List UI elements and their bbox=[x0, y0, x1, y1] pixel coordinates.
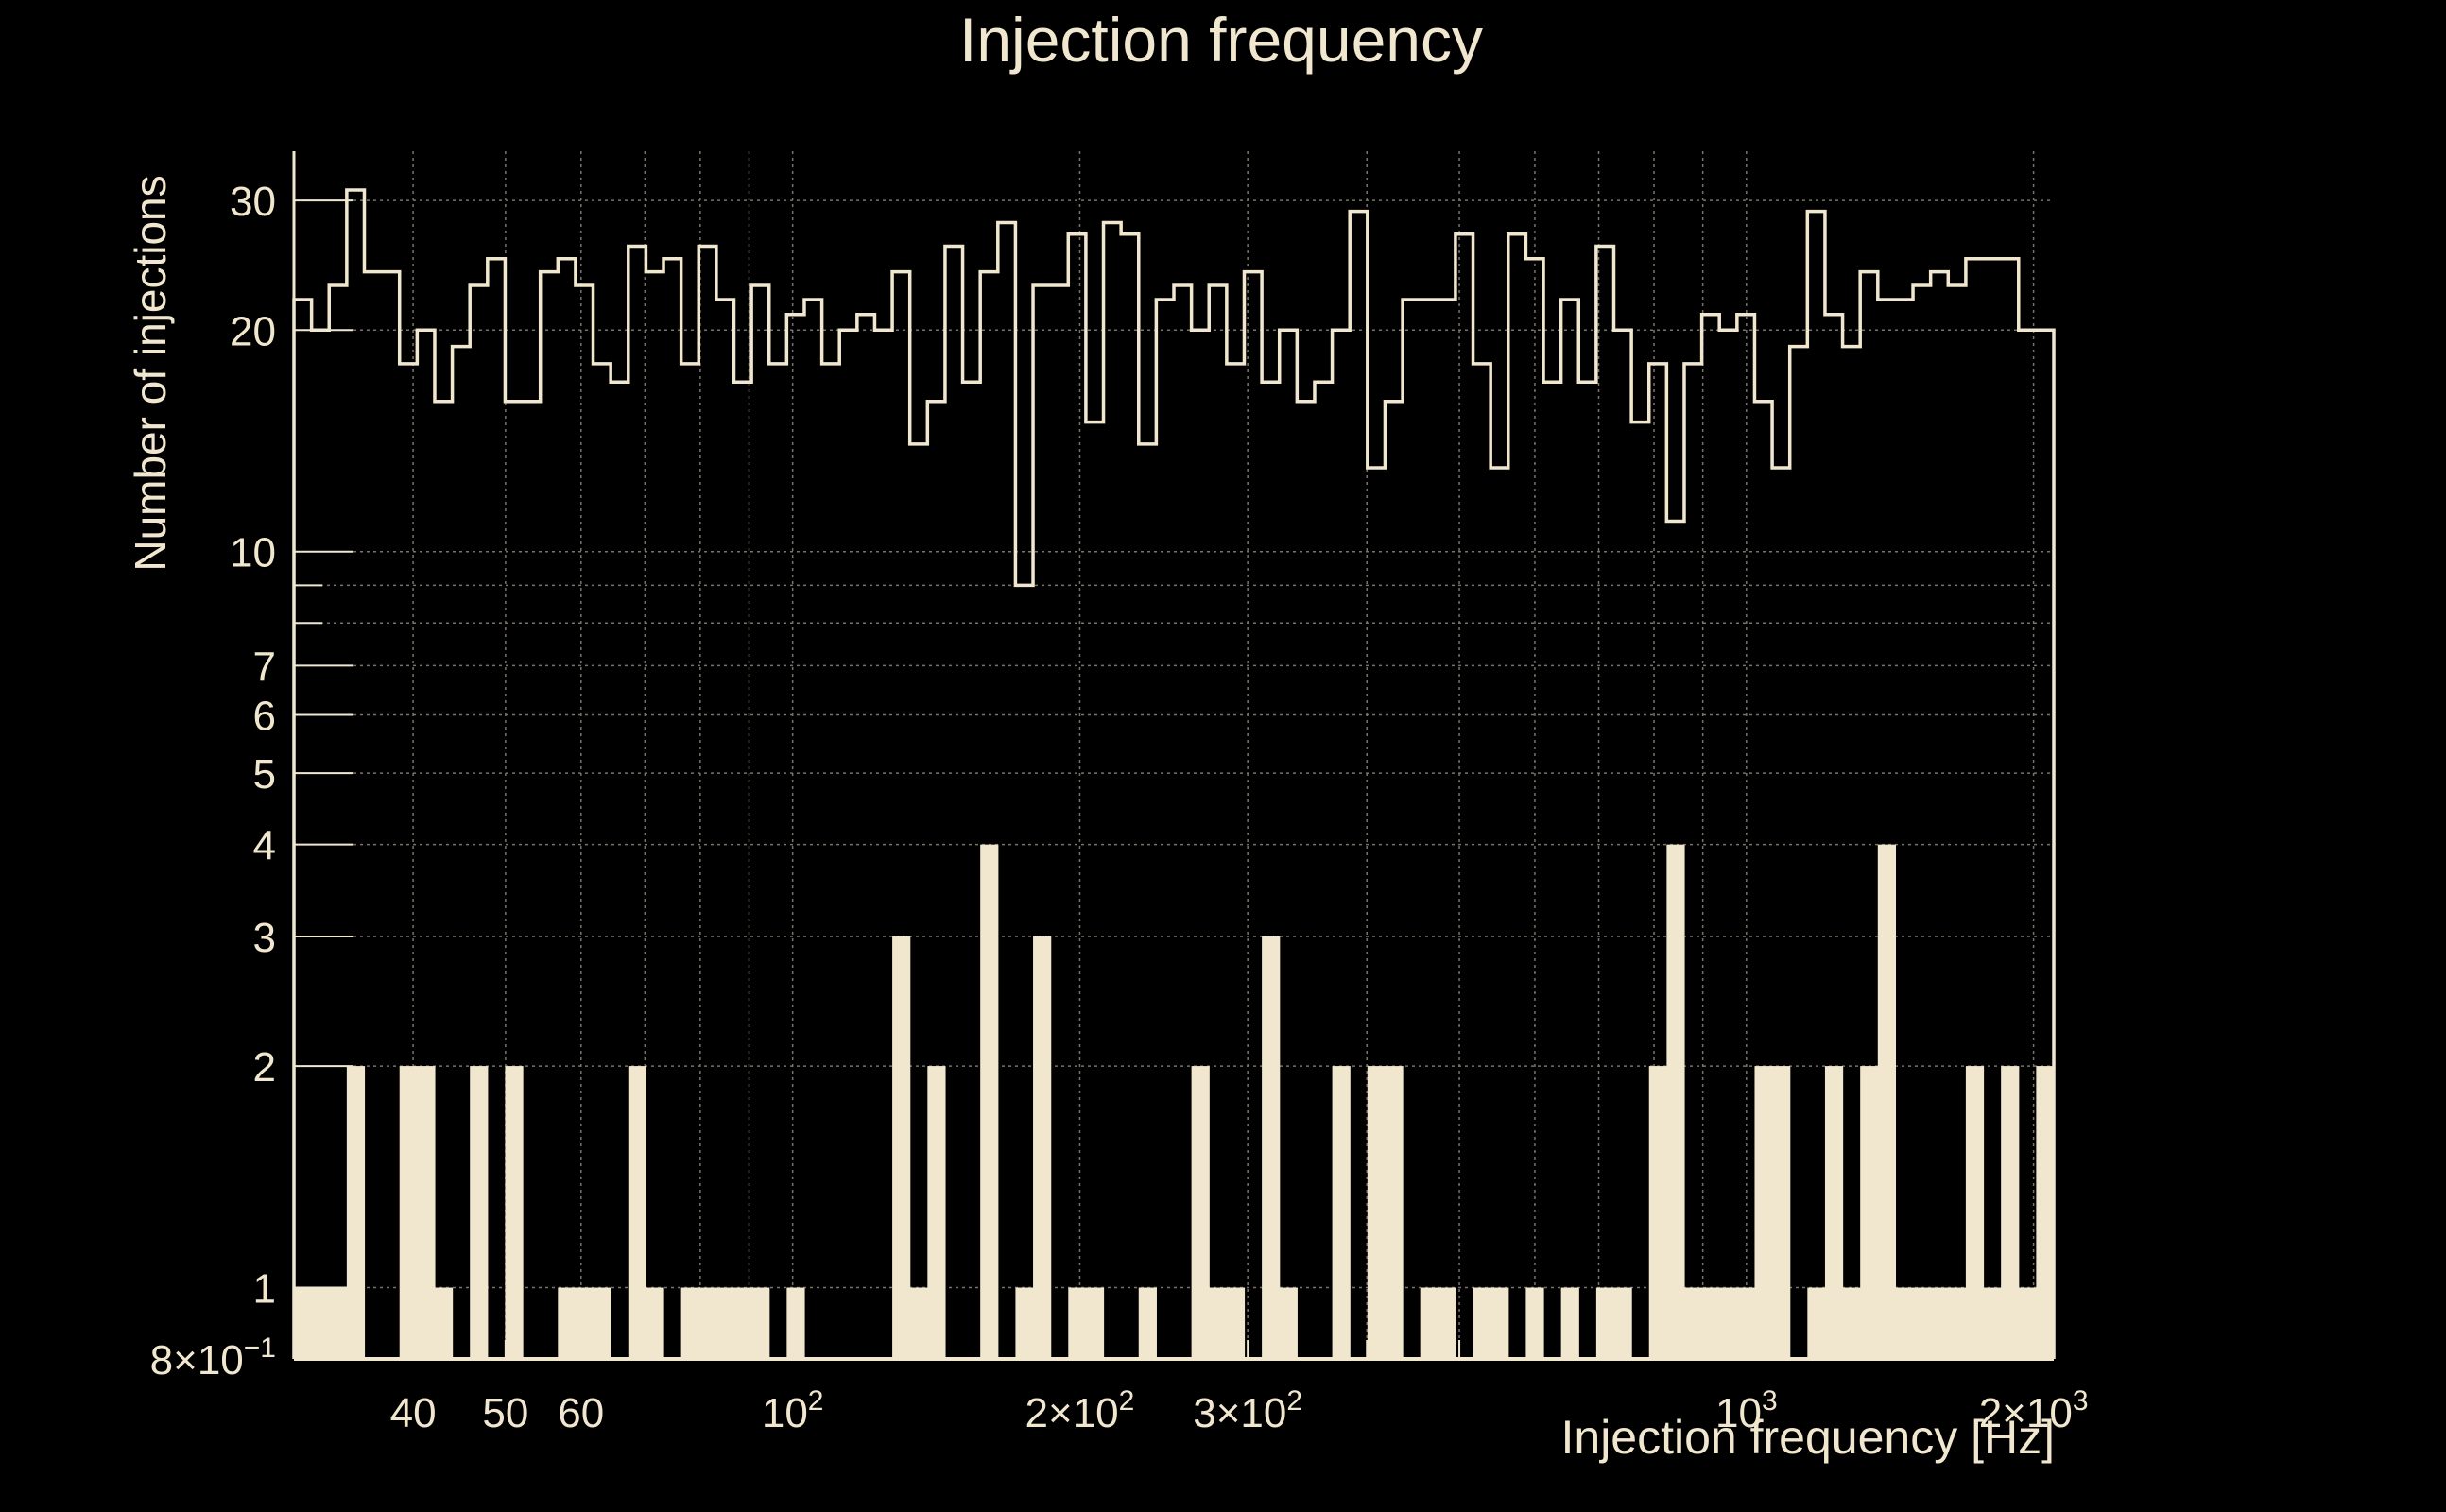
histogram-bar bbox=[892, 936, 911, 1359]
x-tick-label: 3×102 bbox=[1193, 1385, 1302, 1436]
selected-injections-bars bbox=[294, 844, 2055, 1359]
histogram-bar bbox=[1824, 1066, 1844, 1359]
y-tick-label: 20 bbox=[230, 308, 276, 354]
histogram-bar bbox=[2036, 1066, 2055, 1359]
histogram-bar bbox=[417, 1066, 436, 1359]
y-tick-label: 1 bbox=[253, 1266, 276, 1313]
histogram-bar bbox=[294, 1287, 313, 1359]
histogram-bar bbox=[1438, 1287, 1456, 1359]
histogram-bar bbox=[311, 1287, 330, 1359]
histogram-bar bbox=[1473, 1287, 1491, 1359]
histogram-bar bbox=[1613, 1287, 1632, 1359]
x-tick-label: 60 bbox=[558, 1390, 604, 1436]
grid-lines bbox=[294, 151, 2054, 1360]
x-axis-label: Injection frequency [Hz] bbox=[1561, 1411, 2056, 1464]
histogram-bar bbox=[1860, 1066, 1879, 1359]
histogram-bar bbox=[505, 1066, 524, 1359]
y-tick-label: 6 bbox=[253, 693, 276, 739]
histogram-bar bbox=[1420, 1287, 1438, 1359]
y-tick-label: 8×10−1 bbox=[150, 1332, 276, 1383]
y-tick-label: 4 bbox=[253, 823, 276, 869]
y-tick-label: 7 bbox=[253, 644, 276, 690]
x-tick-label: 50 bbox=[482, 1390, 528, 1436]
x-tick-label: 103 bbox=[1715, 1385, 1778, 1436]
histogram-bar bbox=[628, 1066, 646, 1359]
histogram-bar bbox=[1683, 1287, 1703, 1359]
x-tick-label: 102 bbox=[762, 1385, 824, 1436]
y-axis-label: Number of injections bbox=[126, 175, 175, 571]
histogram-bar bbox=[909, 1287, 928, 1359]
histogram-bar bbox=[1719, 1287, 1738, 1359]
histogram-bar bbox=[346, 1066, 366, 1359]
histogram-bar bbox=[1068, 1287, 1087, 1359]
histogram-bar bbox=[593, 1287, 612, 1359]
histogram-bar bbox=[751, 1287, 770, 1359]
histogram-bar bbox=[2001, 1066, 2020, 1359]
histogram-bar bbox=[1913, 1287, 1932, 1359]
histogram-bar bbox=[1367, 1066, 1387, 1359]
histogram-bar bbox=[733, 1287, 752, 1359]
histogram-bar bbox=[1648, 1066, 1667, 1359]
tick-labels: 40 50 60 102 2×102 3×102 103 2×103 8×10−1 1 2 3 4 5 67… bbox=[150, 179, 2089, 1436]
histogram-bar bbox=[1877, 844, 1897, 1359]
histogram-bar bbox=[680, 1287, 699, 1359]
axes bbox=[292, 151, 2054, 1361]
x-tick-label: 2×103 bbox=[1979, 1385, 2089, 1436]
histogram-bar bbox=[1772, 1066, 1791, 1359]
histogram-bar bbox=[1701, 1287, 1720, 1359]
all-injections-step-line bbox=[292, 188, 2056, 1359]
histogram-bar bbox=[698, 1287, 717, 1359]
histogram-bar bbox=[786, 1287, 805, 1359]
histogram-bar bbox=[646, 1287, 664, 1359]
histogram-bar bbox=[1209, 1287, 1228, 1359]
histogram-bar bbox=[1262, 936, 1281, 1359]
histogram-bar bbox=[1191, 1066, 1210, 1359]
y-tick-label: 10 bbox=[230, 530, 276, 576]
histogram-bar bbox=[1895, 1287, 1914, 1359]
histogram-bar bbox=[575, 1287, 594, 1359]
histogram-bar bbox=[329, 1287, 348, 1359]
histogram-bar bbox=[1490, 1287, 1509, 1359]
histogram-bar bbox=[1525, 1287, 1544, 1359]
histogram-bar bbox=[1983, 1287, 2002, 1359]
histogram-bar bbox=[399, 1066, 418, 1359]
histogram-bar bbox=[1807, 1287, 1826, 1359]
y-tick-label: 5 bbox=[253, 751, 276, 798]
histogram-bar bbox=[1332, 1066, 1351, 1359]
histogram-bar bbox=[1736, 1287, 1756, 1359]
histogram-bar bbox=[1138, 1287, 1157, 1359]
histogram-bar bbox=[1842, 1287, 1861, 1359]
histogram-bar bbox=[1226, 1287, 1246, 1359]
histogram-bar bbox=[1666, 844, 1685, 1359]
x-tick-label: 40 bbox=[390, 1390, 437, 1436]
x-tick-label: 2×102 bbox=[1025, 1385, 1135, 1436]
histogram-bar bbox=[1385, 1066, 1404, 1359]
y-tick-label: 2 bbox=[253, 1044, 276, 1091]
chart-title: Injection frequency bbox=[959, 5, 1483, 75]
histogram-bar bbox=[434, 1287, 454, 1359]
histogram-bar bbox=[470, 1066, 489, 1359]
step-line bbox=[292, 188, 2056, 1359]
histogram-bar bbox=[1965, 1066, 1985, 1359]
histogram-bar bbox=[1279, 1287, 1298, 1359]
histogram-bar bbox=[1754, 1066, 1773, 1359]
y-tick-label: 3 bbox=[253, 915, 276, 961]
y-tick-label: 30 bbox=[230, 179, 276, 225]
histogram-bar bbox=[1033, 936, 1052, 1359]
histogram-bar bbox=[1560, 1287, 1579, 1359]
histogram-bar bbox=[980, 844, 999, 1359]
histogram-bar bbox=[1015, 1287, 1034, 1359]
histogram-bar bbox=[558, 1287, 577, 1359]
histogram-bar bbox=[1930, 1287, 1949, 1359]
histogram-bar bbox=[1595, 1287, 1615, 1359]
histogram-bar bbox=[715, 1287, 735, 1359]
histogram-bar bbox=[2018, 1287, 2037, 1359]
histogram-bar bbox=[1085, 1287, 1105, 1359]
histogram-bar bbox=[927, 1066, 946, 1359]
histogram-bar bbox=[1948, 1287, 1967, 1359]
